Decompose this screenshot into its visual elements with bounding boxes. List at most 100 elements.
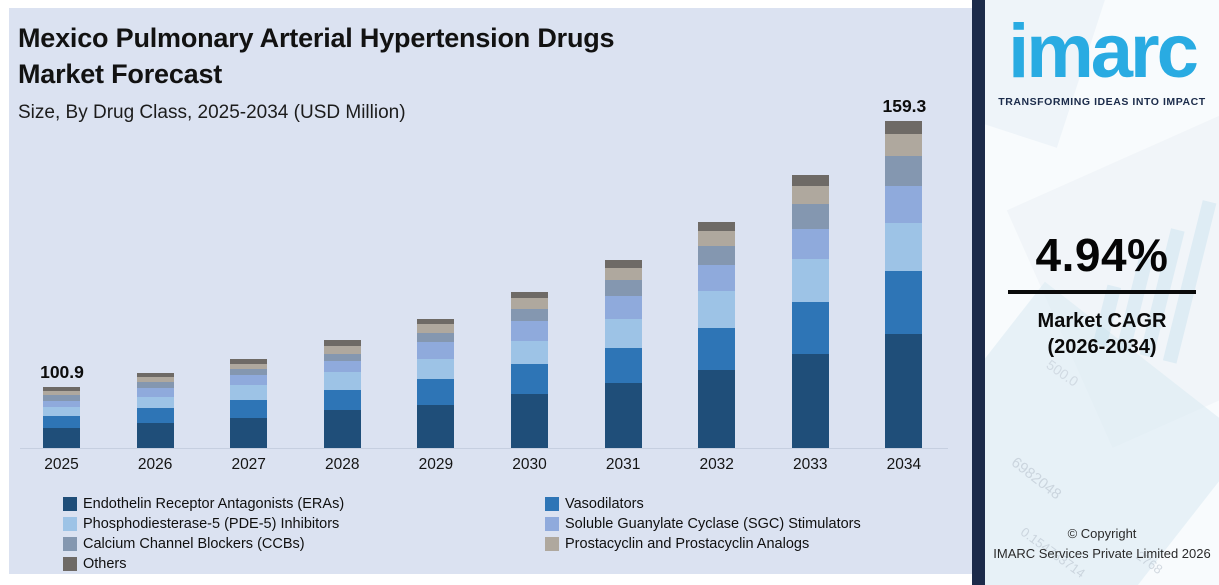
- bar-segment: [230, 418, 268, 448]
- bar-segment: [230, 385, 268, 400]
- bar-segment: [885, 223, 923, 271]
- cagr-divider-rule: [1008, 290, 1196, 294]
- chart-subtitle: Size, By Drug Class, 2025-2034 (USD Mill…: [18, 102, 406, 123]
- bar-segment: [791, 354, 829, 448]
- x-axis-label-2028: 2028: [325, 456, 360, 473]
- legend-label: Endothelin Receptor Antagonists (ERAs): [83, 496, 345, 512]
- bar-segment: [604, 319, 642, 348]
- total-value-label-2025: 100.9: [40, 362, 84, 382]
- bar-segment: [230, 400, 268, 418]
- imarc-logo: imarc: [1008, 9, 1199, 94]
- legend-swatch-icon: [63, 497, 77, 511]
- bar-segment: [885, 186, 923, 223]
- bar-segment: [136, 382, 174, 388]
- chart-title: Mexico Pulmonary Arterial Hypertension D…: [18, 20, 615, 92]
- bar-segment: [43, 401, 80, 407]
- bar-segment: [323, 361, 361, 372]
- bar-segment: [43, 428, 80, 448]
- legend-item: Others: [63, 554, 545, 574]
- x-axis-label-2027: 2027: [231, 456, 266, 473]
- bar-segment: [417, 333, 455, 342]
- bar-segment: [885, 121, 923, 134]
- x-axis-label-2034: 2034: [886, 456, 922, 473]
- stacked-bar-2028: [323, 340, 361, 448]
- stacked-bar-2031: [604, 260, 642, 448]
- bar-segment: [511, 298, 548, 309]
- bar-segment: [417, 405, 455, 448]
- legend-swatch-icon: [545, 537, 559, 551]
- bar-segment: [417, 342, 455, 359]
- x-axis-label-2029: 2029: [418, 456, 454, 473]
- legend-item: Phosphodiesterase-5 (PDE-5) Inhibitors: [63, 514, 545, 534]
- chart-title-line1: Mexico Pulmonary Arterial Hypertension D…: [18, 23, 615, 53]
- bar-segment: [136, 373, 174, 377]
- legend-item: Calcium Channel Blockers (CCBs): [63, 534, 545, 554]
- x-axis-label-2033: 2033: [793, 456, 828, 473]
- bar-segment: [698, 265, 736, 291]
- x-axis-label-2030: 2030: [512, 456, 547, 473]
- bar-segment: [791, 259, 829, 302]
- bar-segment: [791, 229, 829, 259]
- legend-item: Soluble Guanylate Cyclase (SGC) Stimulat…: [545, 514, 943, 534]
- bar-segment: [43, 416, 80, 428]
- vertical-divider-strip: [972, 0, 985, 585]
- legend-swatch-icon: [63, 517, 77, 531]
- bar-segment: [511, 364, 548, 394]
- bar-segment: [136, 397, 174, 408]
- bar-segment: [698, 328, 736, 370]
- stacked-bar-2030: [511, 292, 548, 448]
- stacked-bar-plot: 100.9 2025 2026 2027 2028 2029 2030 2031 2032 203…: [20, 96, 948, 473]
- bar-segment: [323, 410, 361, 448]
- bar-segment: [791, 302, 829, 354]
- bar-segment: [136, 388, 174, 397]
- bar-segment: [43, 407, 80, 416]
- legend-item: Endothelin Receptor Antagonists (ERAs): [63, 494, 545, 514]
- bar-segment: [604, 280, 642, 296]
- stacked-bar-2033: [791, 175, 829, 448]
- stacked-bar-2032: [698, 222, 736, 448]
- brand-panel: 6982048 0.154783714 2768 500.0 imarc TRA…: [985, 0, 1219, 585]
- legend-swatch-icon: [63, 537, 77, 551]
- legend-label: Phosphodiesterase-5 (PDE-5) Inhibitors: [83, 516, 340, 532]
- bar-segment: [604, 260, 642, 268]
- bar-segment: [604, 296, 642, 319]
- bar-segment: [323, 390, 361, 410]
- bar-segment: [230, 369, 268, 375]
- bar-segment: [136, 377, 174, 382]
- bar-segment: [885, 156, 923, 186]
- legend-swatch-icon: [545, 497, 559, 511]
- bar-segment: [417, 379, 455, 405]
- bar-segment: [136, 408, 174, 423]
- legend-label: Prostacyclin and Prostacyclin Analogs: [565, 536, 810, 552]
- x-axis-label-2026: 2026: [137, 456, 173, 473]
- total-value-label-2034: 159.3: [882, 96, 927, 116]
- bar-segment: [791, 175, 829, 186]
- legend-label: Others: [83, 556, 127, 572]
- bar-segment: [511, 309, 548, 321]
- bar-segment: [698, 231, 736, 246]
- bar-segment: [417, 319, 455, 324]
- bar-segment: [885, 334, 923, 448]
- bar-segment: [885, 134, 923, 156]
- stacked-bar-2034: 159.3: [882, 96, 926, 448]
- bar-segment: [43, 391, 80, 395]
- copyright-line2: IMARC Services Private Limited 2026: [993, 546, 1211, 561]
- bar-segment: [43, 387, 80, 391]
- panel-watermark-number: 6982048: [1007, 453, 1065, 504]
- bar-segment: [885, 271, 923, 334]
- cagr-label: Market CAGR: [1037, 310, 1167, 332]
- bar-segment: [230, 359, 268, 364]
- bar-segment: [417, 324, 455, 333]
- legend-label: Vasodilators: [565, 496, 644, 512]
- bar-segment: [230, 364, 268, 369]
- bar-segment: [698, 291, 736, 328]
- legend-item: Vasodilators: [545, 494, 943, 514]
- bar-segment: [323, 354, 361, 361]
- cagr-block: 4.94% Market CAGR (2026-2034): [985, 228, 1219, 360]
- legend-label: Calcium Channel Blockers (CCBs): [83, 536, 305, 552]
- imarc-tagline: TRANSFORMING IDEAS INTO IMPACT: [998, 96, 1206, 108]
- bar-segment: [323, 346, 361, 354]
- x-axis-label-2031: 2031: [605, 456, 641, 473]
- stacked-bar-2026: [136, 373, 174, 448]
- bar-segment: [791, 204, 829, 229]
